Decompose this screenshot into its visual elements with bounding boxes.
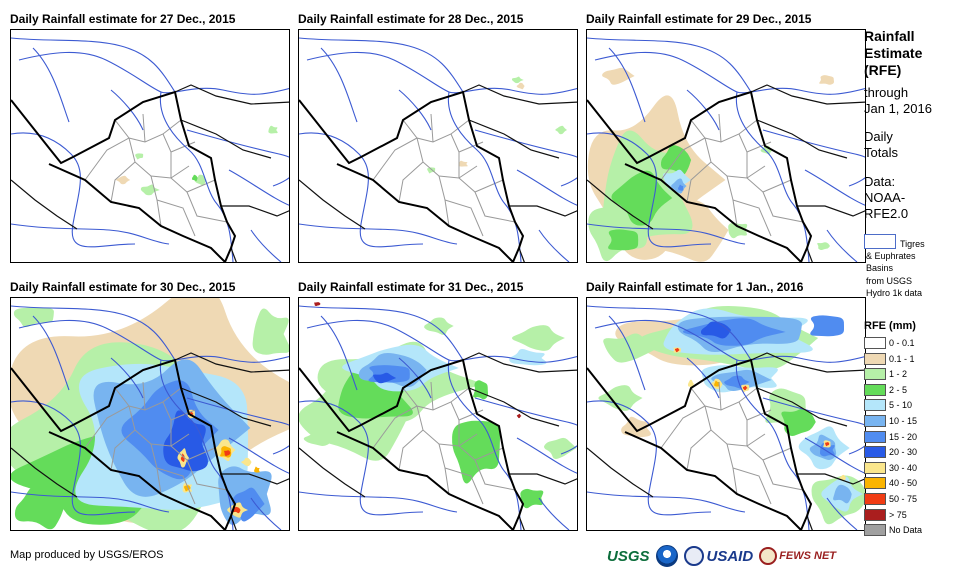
map-panel-31-dec [298,297,578,531]
basin-outline-swatch [864,234,896,249]
basin-text-basins: Basins [866,263,894,273]
rfe-legend-swatch [864,383,886,396]
panel-title-29-dec: Daily Rainfall estimate for 29 Dec., 201… [586,12,812,26]
rfe-legend-item: 1 - 2 [864,367,907,381]
rfe-legend-label: 5 - 10 [889,400,913,411]
noaa-logo-icon [655,545,678,567]
basin-text-usgs: from USGS [866,276,913,286]
panel-title-28-dec: Daily Rainfall estimate for 28 Dec., 201… [298,12,524,26]
legend-data-source: Data: NOAA- RFE2.0 [864,174,909,221]
rfe-legend-swatch [864,524,886,537]
legend-through-date: through Jan 1, 2016 [864,85,932,116]
map-panel-28-dec [298,29,578,263]
rfe-legend-label: No Data [889,525,923,536]
rainfall-layer [427,76,567,174]
usgs-logo-text: USGS [607,547,650,565]
rainfall-layer [299,302,577,509]
rfe-legend-label: > 75 [889,509,907,520]
rfe-legend-item: 10 - 15 [864,414,917,428]
rfe-legend-swatch [864,461,886,474]
rfe-legend-swatch [864,430,886,443]
rfe-legend-label: 1 - 2 [889,369,908,380]
rainfall-layer [598,306,865,525]
rfe-legend-label: 40 - 50 [889,478,918,489]
agency-logos: USGS USAID FEWS NET [607,542,836,570]
rfe-legend-swatch [864,368,886,381]
rfe-legend-label: 10 - 15 [889,416,918,426]
rfe-legend-swatch [864,446,886,459]
rfe-legend-swatch [864,337,886,349]
legend-daily-totals: Daily Totals [864,129,898,160]
rfe-legend-swatch [864,399,886,412]
rfe-legend-item: > 75 [864,508,907,522]
rfe-legend-swatch [864,493,886,505]
basin-text-hydro: Hydro 1k data [866,288,923,298]
rfe-legend-label: 0.1 - 1 [889,353,915,364]
rfe-legend-item: 20 - 30 [864,445,917,459]
usgs-logo: USGS [607,548,650,565]
rfe-legend-item: 5 - 10 [864,398,912,412]
legend-title: Rainfall Estimate (RFE) [864,28,923,78]
rfe-legend-swatch [864,508,886,521]
map-panel-30-dec [10,297,290,531]
fews-seal-icon [759,547,778,565]
rfe-legend-swatch [864,415,886,427]
rfe-legend-item: 15 - 20 [864,430,917,444]
panel-title-1-jan: Daily Rainfall estimate for 1 Jan., 2016 [586,280,804,294]
panel-title-30-dec: Daily Rainfall estimate for 30 Dec., 201… [10,280,236,294]
rfe-legend-label: 0 - 0.1 [889,338,915,348]
rainfall-layer [116,125,278,196]
basin-text-euphrates: & Euphrates [866,251,916,261]
map-panel-29-dec [586,29,866,263]
rfe-legend-item: 30 - 40 [864,461,917,475]
rfe-legend-swatch [864,352,886,365]
rfe-legend-item: 50 - 75 [864,492,917,506]
fews-logo-text: FEWS NET [779,550,837,562]
map-panel-27-dec [10,29,290,263]
basin-label: Tigres [900,239,925,249]
rfe-legend-label: 30 - 40 [889,462,918,473]
rfe-legend-label: 15 - 20 [889,431,918,442]
fews-net-logo: FEWS NET [759,547,836,565]
rfe-legend-item: 2 - 5 [864,383,907,397]
rfe-legend-item: 0.1 - 1 [864,352,915,366]
usaid-logo-text: USAID [706,547,754,565]
usaid-logo: USAID [683,546,754,566]
rfe-legend-item: 0 - 0.1 [864,336,915,350]
map-panel-1-jan [586,297,866,531]
map-credit: Map produced by USGS/EROS [10,549,164,561]
panel-title-31-dec: Daily Rainfall estimate for 31 Dec., 201… [298,280,524,294]
rfe-legend-item: No Data [864,523,922,537]
rfe-legend-label: 2 - 5 [889,384,908,395]
rfe-legend-title: RFE (mm) [864,320,916,332]
rfe-legend-swatch [864,477,886,490]
panel-title-27-dec: Daily Rainfall estimate for 27 Dec., 201… [10,12,236,26]
rfe-legend-label: 20 - 30 [889,447,918,458]
rfe-legend-item: 40 - 50 [864,476,917,490]
usaid-seal-icon [683,546,704,566]
rfe-legend-label: 50 - 75 [889,494,918,504]
